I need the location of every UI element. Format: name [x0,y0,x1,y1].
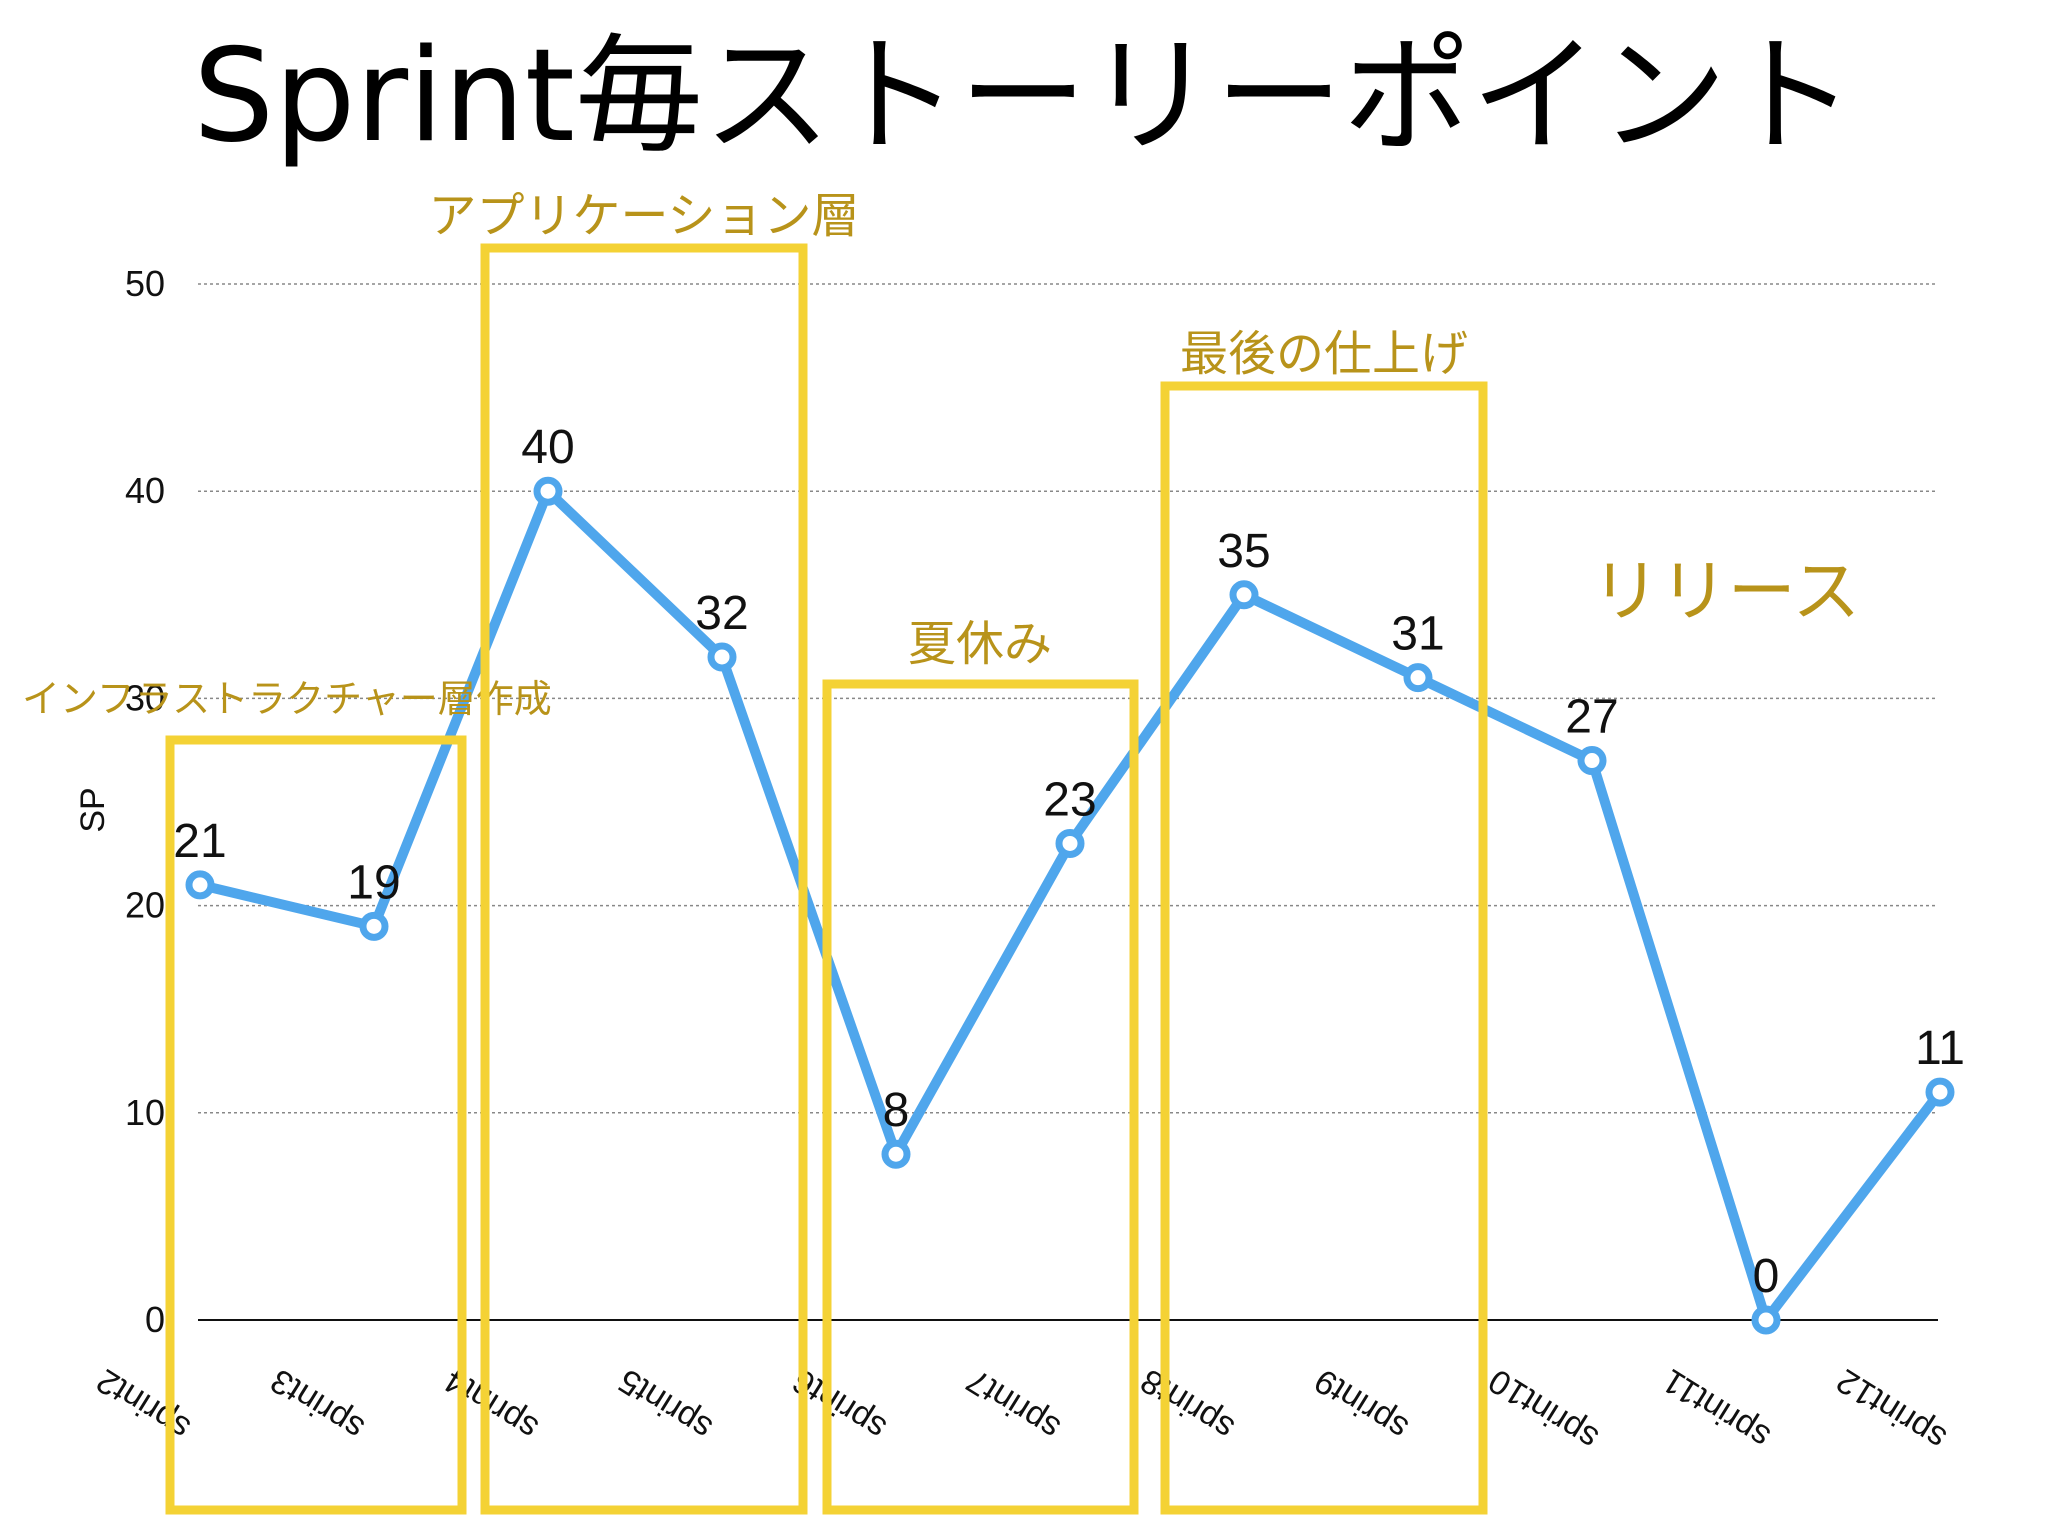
data-label: 23 [1043,773,1096,826]
x-tick-label: sprint5 [612,1361,719,1447]
phase-label: インフラストラクチャー層作成 [22,677,552,721]
y-axis-label: SP [74,787,112,832]
x-tick-label: sprint11 [1656,1361,1777,1456]
phase-label: リリース [1592,553,1861,632]
phase-box [165,735,467,1515]
phase-box [1160,381,1488,1515]
y-tick-label: 0 [145,1299,165,1340]
data-point [881,1139,911,1169]
y-tick-label: 20 [125,885,165,926]
y-tick-label: 10 [125,1092,165,1133]
x-tick-label: sprint12 [1830,1361,1953,1457]
phase-label: アプリケーション層 [428,188,859,244]
data-labels: 21 19 40 32 8 23 35 31 27 0 11 [173,421,1965,1303]
data-point [1925,1077,1955,1107]
data-point [707,642,737,672]
sp-series [185,476,1955,1335]
data-label: 27 [1565,691,1618,744]
x-tick-label: sprint3 [264,1361,371,1447]
x-tick-label: sprint8 [1134,1361,1241,1447]
data-label: 11 [1915,1022,1965,1075]
x-tick-label: sprint10 [1482,1361,1605,1457]
phase-label: 夏休み [908,616,1052,672]
data-label: 32 [695,587,748,640]
data-label: 19 [347,856,400,909]
phase-label: 最後の仕上げ [1180,326,1468,382]
data-label: 31 [1391,608,1444,661]
data-label: 40 [521,421,574,474]
y-axis-ticks: 0 10 20 30 40 50 [125,263,165,1340]
y-tick-label: 30 [125,677,165,718]
data-point [1055,828,1085,858]
x-tick-label: sprint7 [960,1361,1067,1447]
data-point [533,476,563,506]
data-point [1577,746,1607,776]
x-tick-label: sprint4 [438,1361,545,1447]
data-point [185,870,215,900]
y-tick-label: 50 [125,263,165,304]
chart-title: Sprint毎ストーリーポイント [193,22,1855,171]
data-label: 8 [883,1084,910,1137]
data-point [1229,580,1259,610]
x-tick-label: sprint2 [90,1361,197,1447]
x-axis-ticks: sprint2 sprint3 sprint4 sprint5 sprint6 sprin… [90,1361,1953,1457]
data-point [359,911,389,941]
data-label: 35 [1217,525,1270,578]
data-label: 0 [1753,1250,1780,1303]
phase-box [822,679,1139,1515]
x-tick-label: sprint9 [1308,1361,1415,1447]
y-tick-label: 40 [125,470,165,511]
data-point [1403,663,1433,693]
data-point [1751,1305,1781,1335]
phase-box [480,243,808,1515]
data-label: 21 [173,815,226,868]
